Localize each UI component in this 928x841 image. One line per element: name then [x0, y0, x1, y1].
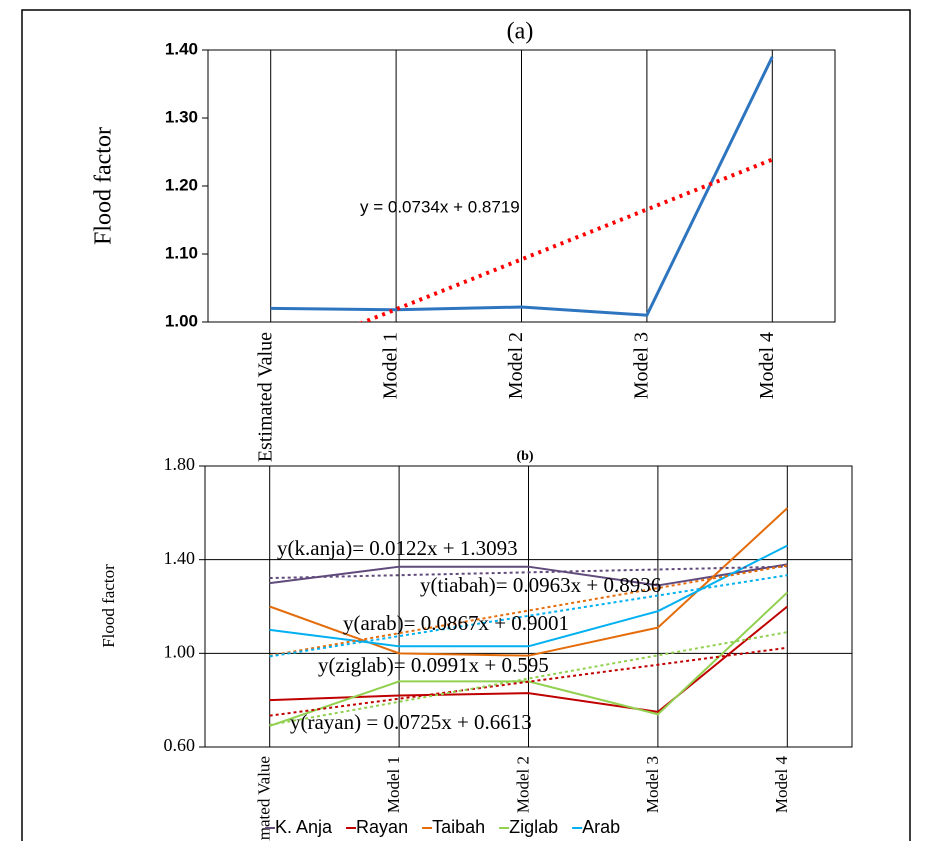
y-tick-label: 0.60 [164, 735, 196, 755]
data-line [269, 507, 788, 657]
y-tick-label: 1.10 [165, 243, 198, 262]
trendline [269, 631, 788, 726]
trendline-equation: y(arab)= 0.0867x + 0.9001 [343, 611, 569, 635]
chart-title: (a) [507, 19, 534, 45]
data-line [269, 591, 788, 727]
legend-label: K. Anja [275, 817, 333, 837]
x-tick-label: Model 1 [380, 332, 402, 399]
frame [21, 9, 911, 841]
y-tick-label: 1.40 [165, 39, 198, 58]
y-tick-label: 1.20 [165, 175, 198, 194]
data-line [270, 56, 774, 317]
y-tick-label: 1.40 [164, 548, 196, 568]
y-tick-label: 1.30 [165, 107, 198, 126]
trendline-equation: y(tiabah)= 0.0963x + 0.8936 [420, 573, 661, 597]
data-line [269, 544, 788, 648]
trendline-equation: y(rayan) = 0.0725x + 0.6613 [290, 710, 532, 734]
legend-label: Rayan [356, 817, 408, 837]
x-tick-label: Model 1 [384, 756, 403, 813]
x-tick-label: Estimated Value [255, 756, 274, 841]
y-axis-title: Flood factor [91, 127, 117, 245]
x-tick-label: Estimated Value [254, 332, 276, 462]
x-tick-label: Model 3 [630, 332, 652, 399]
y-axis-title: Flood factor [99, 564, 118, 648]
chart-title: (b) [516, 449, 533, 464]
y-tick-label: 1.00 [165, 311, 198, 330]
x-tick-label: Model 3 [643, 756, 662, 813]
x-tick-label: Model 4 [756, 332, 778, 399]
legend-label: Ziglab [509, 817, 558, 837]
legend-label: Taibah [432, 817, 485, 837]
y-tick-label: 1.80 [164, 454, 196, 474]
trendline-equation: y(k.anja)= 0.0122x + 1.3093 [277, 536, 518, 560]
legend-label: Arab [582, 817, 620, 837]
x-tick-label: Model 4 [772, 756, 791, 814]
trendline-equation: y(ziglab)= 0.0991x + 0.595 [318, 653, 549, 677]
x-tick-label: Model 2 [513, 756, 532, 813]
data-line [269, 563, 788, 587]
x-tick-label: Model 2 [505, 332, 527, 399]
y-tick-label: 1.00 [164, 641, 196, 661]
trendline [358, 157, 774, 322]
trendline-equation: y = 0.0734x + 0.8719 [360, 197, 520, 216]
trendline [269, 565, 788, 580]
